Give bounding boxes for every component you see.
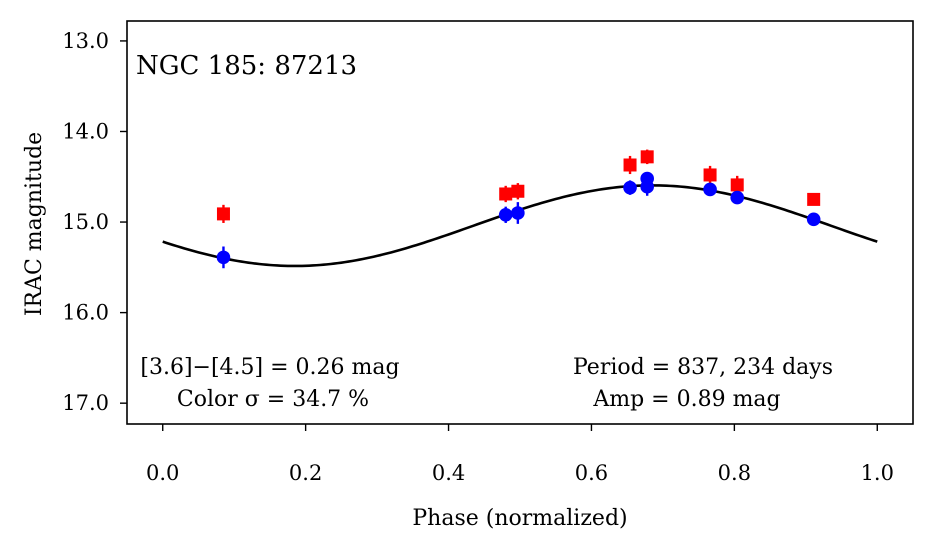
y-axis-label: IRAC magnitude: [22, 132, 47, 316]
color-annotation-line1: [3.6]−[4.5] = 0.26 mag: [140, 355, 399, 380]
data-point-circle: [216, 250, 231, 265]
x-tick-label: 0.2: [289, 461, 322, 485]
x-tick-label: 1.0: [861, 461, 894, 485]
data-point-square: [623, 158, 637, 172]
data-point-circle: [623, 180, 637, 195]
period-annotation-line1: Period = 837, 234 days: [573, 355, 833, 380]
y-tick-label: 16.0: [62, 301, 109, 325]
data-point-circle: [498, 208, 513, 222]
red-square-series: [216, 149, 821, 223]
data-point-square: [730, 178, 744, 192]
data-point-square: [511, 184, 525, 198]
data-point-circle: [511, 206, 525, 220]
period-annotation-line2: Amp = 0.89 mag: [592, 387, 780, 412]
data-point-square: [807, 192, 821, 206]
y-tick-label: 15.0: [62, 210, 109, 234]
data-point-square: [640, 150, 654, 164]
y-tick-label: 17.0: [62, 391, 109, 415]
data-point-circle: [730, 190, 745, 205]
data-point-square: [216, 207, 230, 221]
data-point-square: [703, 168, 717, 182]
x-axis-label: Phase (normalized): [412, 506, 627, 531]
x-tick-label: 0.0: [146, 461, 179, 485]
x-tick-label: 0.4: [432, 461, 465, 485]
axis-ticks: 0.0 0.2 0.4 0.6 0.8 1.0 13.0 14.0 15.0 16.0 17.0: [62, 29, 894, 485]
y-tick-label: 13.0: [62, 29, 109, 53]
x-tick-label: 0.6: [575, 461, 608, 485]
color-annotation-line2: Color σ = 34.7 %: [177, 387, 369, 412]
chart-title: NGC 185: 87213: [136, 51, 357, 81]
data-point-circle: [640, 179, 654, 194]
data-point-circle: [703, 182, 717, 197]
data-point-square: [499, 187, 513, 201]
y-tick-label: 14.0: [62, 119, 109, 143]
x-tick-label: 0.8: [718, 461, 751, 485]
data-point-circle: [806, 212, 821, 227]
plot-area: [162, 149, 878, 269]
blue-circle-series: [216, 171, 821, 269]
